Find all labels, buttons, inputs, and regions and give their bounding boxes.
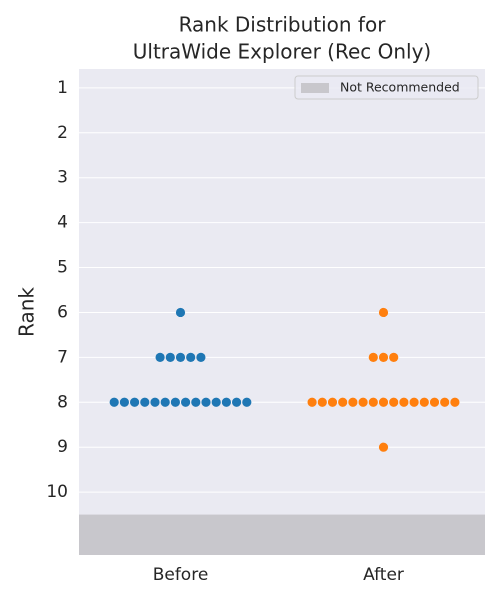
swarm-dot (378, 397, 389, 407)
swarm-dot (440, 397, 450, 407)
swarm-dot (196, 352, 206, 362)
y-tick-label: 9 (57, 437, 68, 457)
swarm-dot (201, 397, 211, 407)
swarm-dot (358, 397, 368, 407)
swarm-dot (130, 397, 140, 407)
swarm-dot (109, 397, 119, 407)
swarm-dot (399, 397, 409, 407)
swarm-dot (165, 352, 175, 362)
swarm-dot (378, 307, 389, 318)
swarm-dot (389, 352, 399, 362)
swarm-dot (409, 397, 419, 407)
swarm-dot (348, 397, 358, 407)
swarm-dot (338, 397, 348, 407)
y-tick-label: 7 (57, 347, 68, 367)
x-tick-label: Before (153, 565, 209, 585)
swarm-dot (160, 397, 170, 407)
swarm-dot (419, 397, 429, 407)
swarm-dot (429, 397, 440, 407)
swarm-dot (170, 397, 180, 407)
swarm-dot (181, 397, 191, 407)
swarm-dot (186, 352, 196, 362)
y-axis-label: Rank (15, 287, 39, 337)
swarm-dot (140, 397, 150, 407)
y-tick-label: 3 (57, 168, 68, 188)
x-tick-label: After (363, 565, 404, 585)
legend-swatch (301, 83, 329, 93)
chart-title: Rank Distribution for (179, 13, 387, 37)
swarm-dot (317, 397, 327, 407)
swarm-dot (232, 397, 242, 407)
swarm-dot (155, 352, 165, 362)
swarm-dot (242, 397, 252, 407)
y-tick-label: 6 (57, 302, 68, 322)
swarm-dot (150, 397, 160, 407)
swarm-dot (368, 397, 378, 407)
swarm-dot (389, 397, 399, 407)
legend-box (294, 75, 479, 100)
swarm-dot (175, 307, 186, 318)
swarm-dot (327, 397, 338, 407)
y-tick-label: 10 (46, 482, 68, 502)
y-tick-label: 2 (57, 123, 68, 143)
legend-label: Not Recommended (340, 80, 460, 95)
swarm-dot (378, 442, 389, 452)
swarm-dot (368, 352, 378, 362)
legend: Not Recommended (294, 75, 479, 100)
y-tick-label: 1 (57, 78, 68, 98)
swarm-dot (119, 397, 129, 407)
chart-title: UltraWide Explorer (Rec Only) (133, 40, 431, 64)
shaded-region (79, 514, 485, 555)
swarm-dot (175, 352, 186, 362)
swarm-dot (191, 397, 201, 407)
y-tick-label: 4 (57, 213, 68, 233)
swarm-dot (378, 352, 389, 362)
swarm-dot (221, 397, 231, 407)
swarm-dot (211, 397, 221, 407)
swarm-dot (450, 397, 460, 407)
swarm-dot (307, 397, 317, 407)
y-tick-label: 5 (57, 258, 68, 278)
y-tick-label: 8 (57, 392, 68, 412)
